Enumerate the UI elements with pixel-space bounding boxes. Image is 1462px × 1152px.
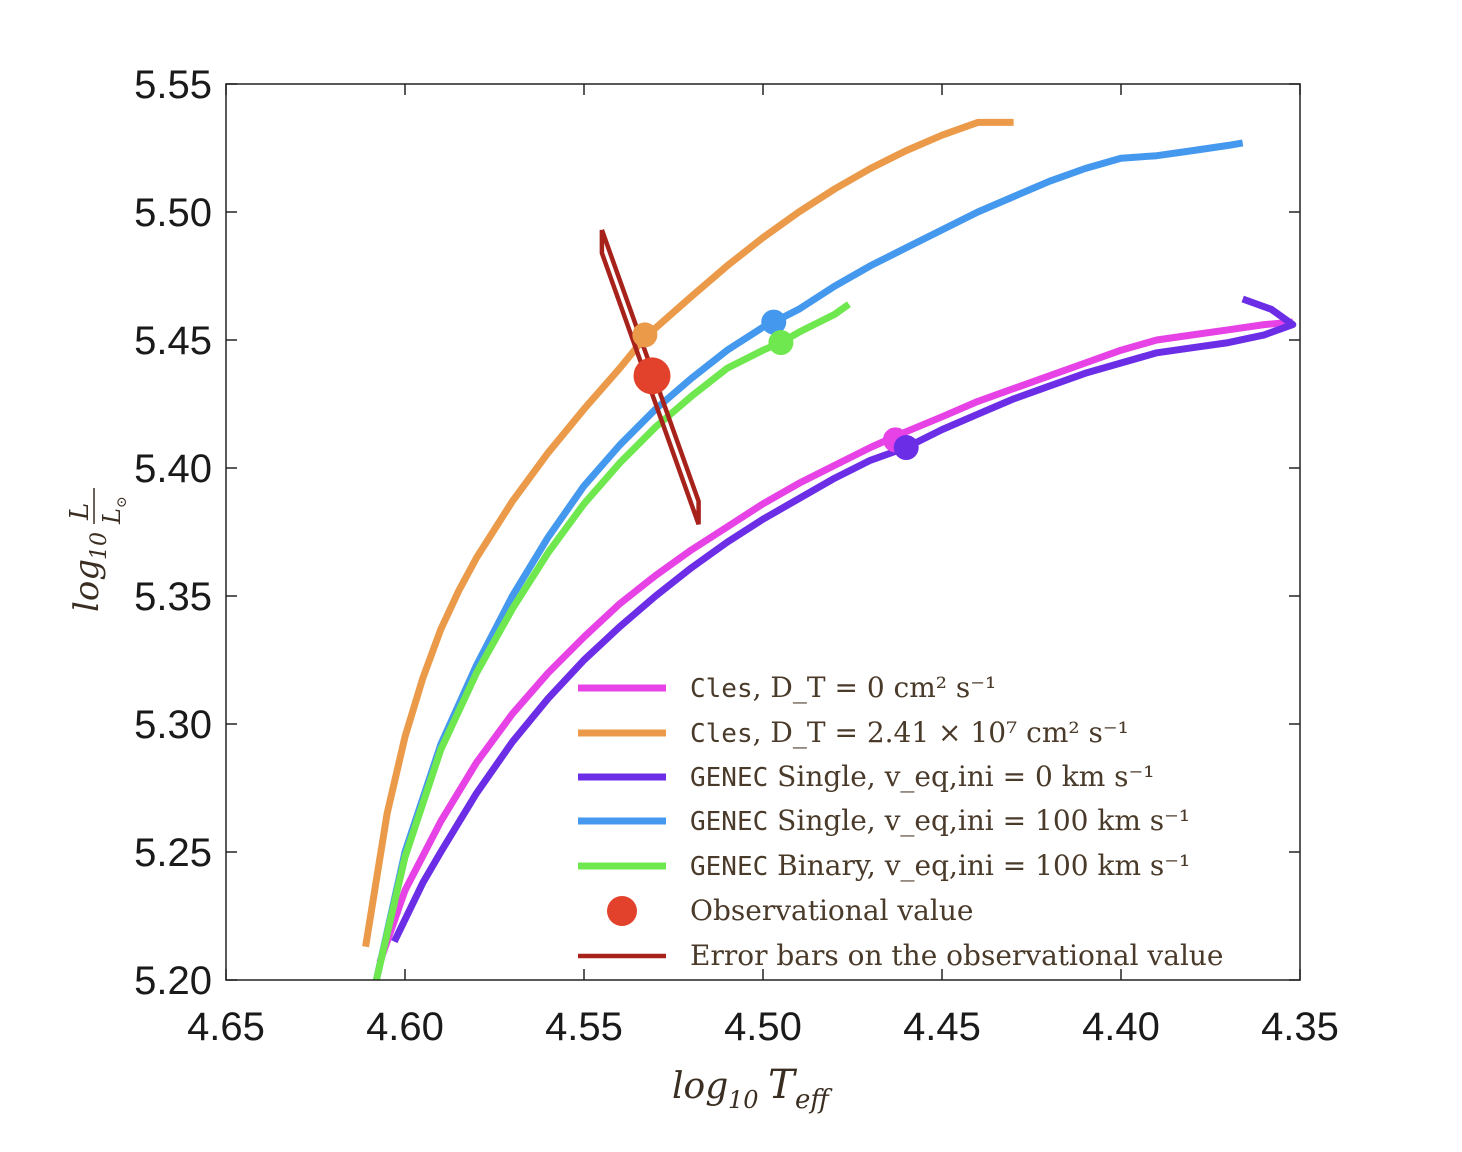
- curves-group: [362, 118, 1297, 981]
- y-tick-label: 5.20: [134, 959, 212, 1003]
- legend-label-genec-binary-v100: GENEC Binary, v_eq,ini = 100 km s⁻¹: [690, 849, 1190, 882]
- svg-text:eff: eff: [795, 1085, 833, 1115]
- legend: Cles, D_T = 0 cm² s⁻¹ Cles, D_T = 2.41 × …: [578, 671, 1224, 972]
- series-marker-genec-single-v0: [893, 435, 919, 461]
- legend-label-error-bars: Error bars on the observational value: [690, 939, 1224, 972]
- x-tick-label: 4.40: [1082, 1005, 1160, 1049]
- y-tick-label: 5.50: [134, 191, 212, 235]
- x-tick-label: 4.55: [545, 1005, 623, 1049]
- y-tick-label: 5.25: [134, 831, 212, 875]
- x-tick-label: 4.50: [724, 1005, 802, 1049]
- observational-value-point: [633, 357, 671, 395]
- x-tick-label: 4.35: [1261, 1005, 1339, 1049]
- series-marker-genec-single-v100: [761, 309, 787, 335]
- svg-text:log: log: [672, 1066, 728, 1107]
- legend-label-cles-dt241: Cles, D_T = 2.41 × 10⁷ cm² s⁻¹: [690, 716, 1129, 749]
- svg-text:log: log: [67, 559, 107, 612]
- y-tick-label: 5.55: [134, 63, 212, 107]
- series-line-genec-single-v100: [372, 139, 1244, 981]
- series-line-genec-single-v0: [391, 295, 1297, 944]
- y-tick-label: 5.35: [134, 575, 212, 619]
- x-tick-label: 4.60: [366, 1005, 444, 1049]
- legend-label-genec-single-v100: GENEC Single, v_eq,ini = 100 km s⁻¹: [690, 804, 1190, 837]
- legend-label-genec-single-v0: GENEC Single, v_eq,ini = 0 km s⁻¹: [690, 760, 1155, 793]
- y-tick-label: 5.30: [134, 703, 212, 747]
- series-line-cles-dt241: [362, 118, 1014, 948]
- svg-text:⊙: ⊙: [114, 496, 130, 508]
- legend-label-cles-dt0: Cles, D_T = 0 cm² s⁻¹: [690, 671, 996, 704]
- error-bars-group: [599, 229, 701, 526]
- plot-frame: [225, 83, 1301, 981]
- svg-text:10: 10: [728, 1086, 759, 1114]
- legend-swatch-observational-value: [607, 896, 637, 926]
- x-axis-label: log 10 T eff: [672, 1062, 833, 1115]
- svg-text:L: L: [65, 503, 95, 521]
- y-tick-label: 5.40: [134, 447, 212, 491]
- series-marker-genec-binary-v100: [768, 330, 794, 356]
- ticks-group: 4.65 4.60 4.55 4.50 4.45 4.40 4.35 5.20 5.25 5.30…: [134, 63, 1339, 1049]
- y-tick-label: 5.45: [134, 319, 212, 363]
- markers-group: [632, 309, 919, 461]
- x-tick-label: 4.65: [187, 1005, 265, 1049]
- legend-label-observational-value: Observational value: [690, 894, 973, 927]
- series-line-cles-dt0: [376, 318, 1294, 964]
- svg-text:10: 10: [87, 532, 112, 560]
- svg-text:L: L: [98, 508, 126, 525]
- error-bar-outline: [599, 229, 701, 526]
- svg-text:T: T: [768, 1062, 798, 1108]
- x-tick-label: 4.45: [903, 1005, 981, 1049]
- series-marker-cles-dt241: [632, 322, 658, 348]
- y-axis-label: log 10 L L ⊙: [65, 488, 130, 612]
